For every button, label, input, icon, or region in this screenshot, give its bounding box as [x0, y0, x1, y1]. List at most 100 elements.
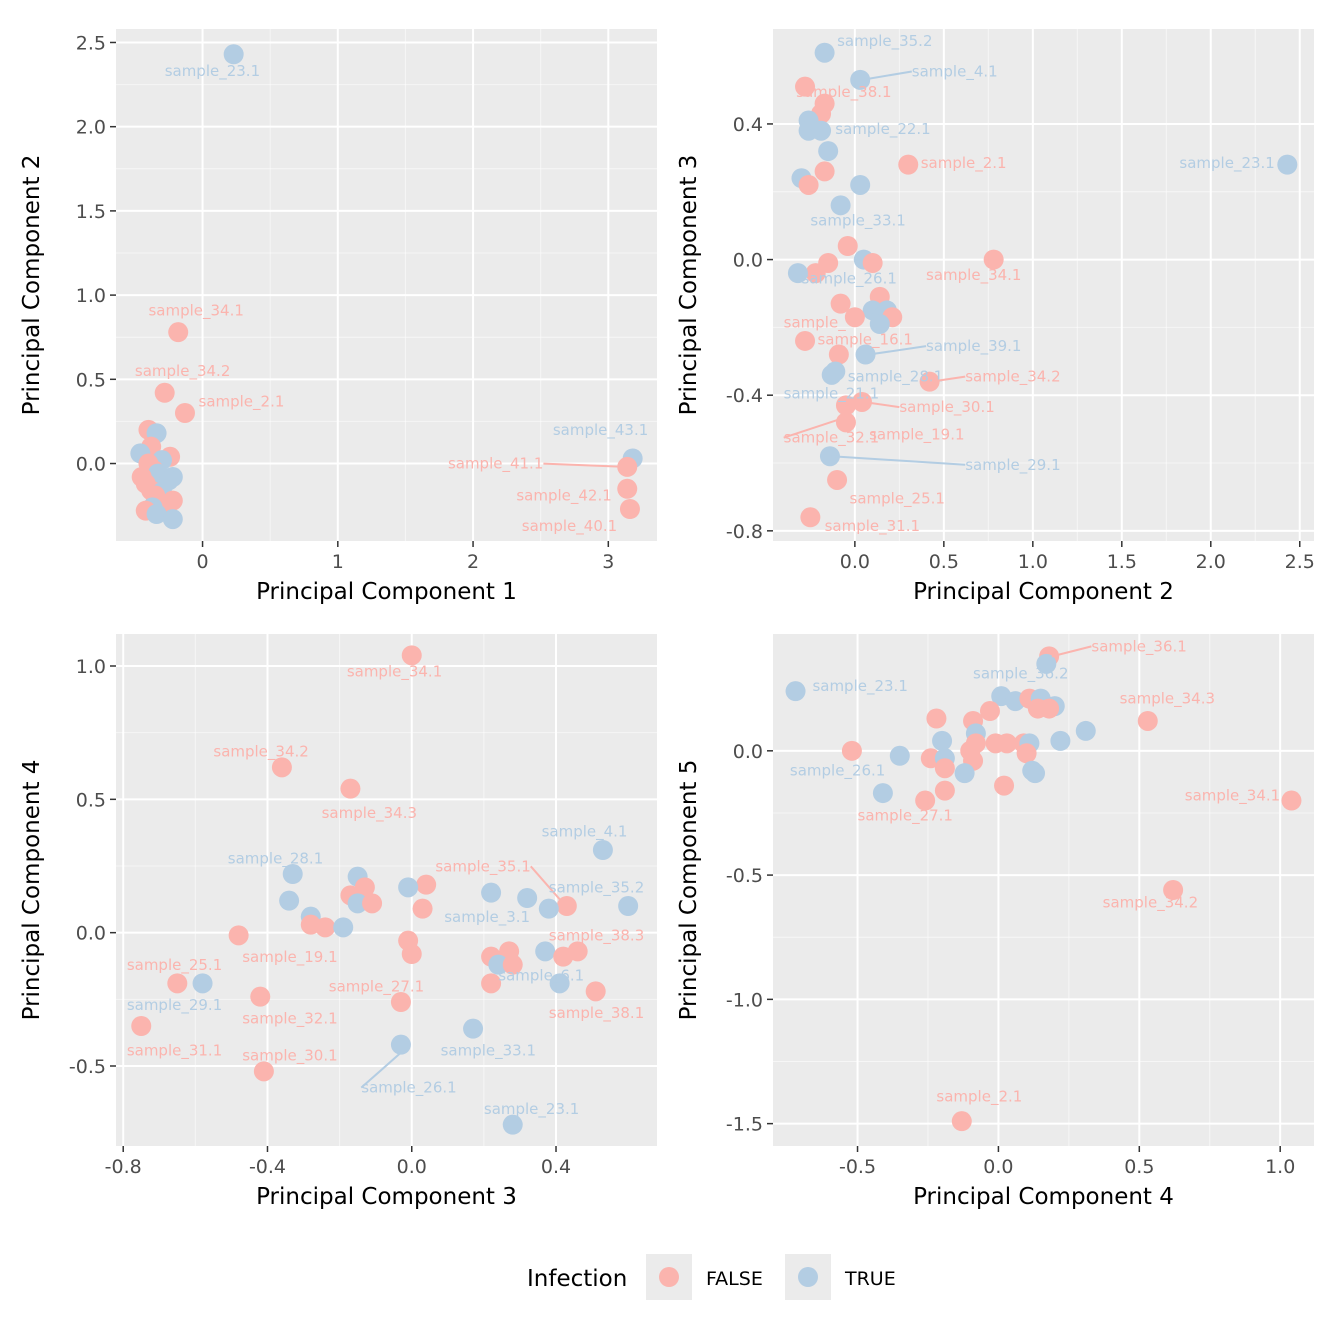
legend-title: Infection: [527, 1266, 627, 1292]
data-point-true: [146, 504, 167, 525]
data-point-true: [463, 1018, 484, 1039]
data-point-false: [851, 391, 872, 412]
data-point-false: [983, 249, 1004, 270]
legend-label-false: FALSE: [706, 1268, 763, 1290]
point-label: sample_34.2: [213, 743, 308, 762]
data-point-true: [889, 745, 910, 766]
data-point-true: [592, 840, 613, 860]
point-label: sample_23.1: [1179, 154, 1274, 173]
point-label: sample_39.1: [926, 337, 1021, 356]
point-label: sample_29.1: [965, 456, 1060, 475]
x-tick-label: 1.5: [1107, 551, 1137, 573]
data-point-true: [481, 882, 502, 903]
x-tick-label: 1.0: [1018, 551, 1048, 573]
point-label: sample_2.1: [936, 1087, 1022, 1106]
data-point-true: [618, 896, 639, 916]
data-point-false: [934, 758, 955, 779]
point-label: sample_31.1: [127, 1041, 222, 1060]
y-tick-label: 1.0: [76, 656, 106, 678]
point-label: sample_34.3: [1120, 690, 1215, 709]
x-axis-title: Principal Component 2: [913, 579, 1174, 605]
point-label: sample_21.1: [784, 385, 879, 404]
data-point-true: [488, 954, 509, 975]
data-point-true: [787, 263, 808, 284]
data-point-false: [315, 917, 336, 938]
point-label: sample_36.2: [973, 665, 1068, 684]
data-point-false: [841, 740, 862, 761]
data-point-false: [898, 154, 919, 175]
point-label: sample_28.1: [228, 849, 323, 868]
data-point-true: [282, 864, 303, 884]
data-point-false: [814, 161, 835, 182]
data-point-true: [535, 941, 556, 962]
panel-1: 0 1 2 3 0.0 0.5 1.0 1.5 2.0 2.5 Principal Componen…: [19, 29, 657, 605]
y-tick-label: 0.0: [733, 250, 763, 272]
data-point-true: [785, 681, 806, 702]
data-point-false: [800, 507, 821, 528]
point-label: sample_34.1: [347, 663, 442, 682]
point-label: sample_: [784, 313, 847, 332]
label-leader-line: [863, 400, 900, 409]
point-label: sample_33.1: [441, 1041, 536, 1060]
data-point-false: [862, 252, 883, 273]
data-point-false: [362, 893, 383, 914]
y-axis-title: Principal Component 5: [676, 760, 702, 1021]
data-point-false: [795, 330, 816, 351]
x-tick-label: 2: [467, 551, 479, 573]
point-label: sample_27.1: [858, 806, 953, 825]
data-point-false: [844, 307, 865, 328]
data-point-true: [347, 893, 368, 914]
data-point-false: [401, 944, 422, 964]
data-point-false: [1281, 790, 1302, 811]
y-axis-title: Principal Component 4: [19, 760, 45, 1021]
data-point-false: [250, 986, 271, 1007]
y-tick-label: -1.0: [726, 989, 763, 1011]
x-tick-label: 1: [332, 551, 344, 573]
data-point-false: [951, 1111, 972, 1132]
data-point-true: [855, 344, 876, 365]
panels: 0 1 2 3 0.0 0.5 1.0 1.5 2.0 2.5 Principal Componen…: [19, 29, 1315, 1210]
data-point-false: [915, 790, 936, 811]
data-point-true: [830, 195, 851, 216]
y-axis-title: Principal Component 3: [676, 155, 702, 416]
x-tick-label: 0.5: [1124, 1156, 1154, 1178]
data-point-false: [390, 992, 411, 1012]
point-label: sample_35.1: [435, 857, 530, 876]
point-label: sample_41.1: [448, 455, 543, 474]
data-point-true: [549, 973, 570, 994]
y-tick-label: -0.8: [726, 521, 763, 543]
y-tick-label: 1.5: [76, 201, 106, 223]
point-label: sample_27.1: [329, 977, 424, 996]
data-point-false: [271, 757, 292, 778]
y-tick-label: 0.4: [733, 114, 763, 136]
point-label: sample_16.1: [817, 330, 912, 349]
point-label: sample_28.1: [848, 368, 943, 387]
point-label: sample_22.1: [835, 120, 930, 139]
data-point-false: [617, 478, 638, 499]
point-label: sample_3.1: [444, 908, 530, 927]
point-label: sample_33.1: [810, 212, 905, 231]
panel-background: [116, 29, 657, 541]
label-leader-line: [360, 1051, 402, 1089]
x-tick-label: 0: [197, 551, 209, 573]
data-point-false: [837, 236, 858, 257]
y-tick-label: 0.5: [76, 369, 106, 391]
point-label: sample_38.1: [549, 1004, 644, 1023]
x-tick-label: -0.5: [839, 1156, 876, 1178]
point-label: sample_6.1: [498, 967, 584, 986]
point-label: sample_35.2: [837, 32, 932, 51]
data-point-true: [1050, 730, 1071, 751]
point-label: sample_26.1: [790, 762, 885, 781]
data-point-false: [416, 874, 437, 895]
data-point-false: [412, 898, 433, 919]
data-point-true: [818, 141, 839, 162]
data-point-true: [398, 877, 419, 898]
data-point-false: [1163, 880, 1184, 900]
point-label: sample_19.1: [242, 948, 337, 967]
data-point-false: [228, 925, 249, 946]
data-point-true: [850, 174, 871, 195]
data-point-true: [821, 364, 842, 385]
point-label: sample_34.1: [926, 266, 1021, 285]
data-point-false: [154, 382, 175, 403]
